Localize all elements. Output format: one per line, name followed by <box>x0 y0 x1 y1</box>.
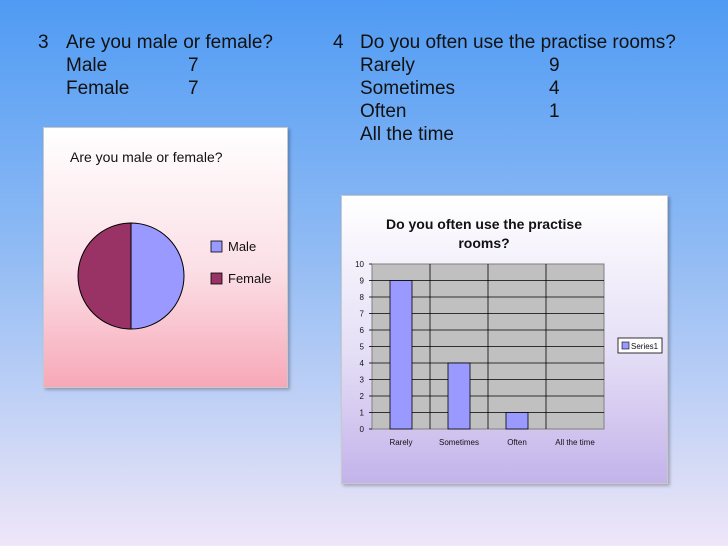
plot-area: 0 1 2 3 4 5 6 7 8 9 10 Rarely Sometimes Often All the … <box>355 260 605 447</box>
bar-rarely <box>389 280 413 430</box>
answer-row: Female 7 <box>38 77 318 100</box>
answer-label: Female <box>66 78 130 99</box>
chart-title: Are you male or female? <box>70 149 223 165</box>
question-3-header: 3 Are you male or female? <box>38 31 318 54</box>
legend-label: Series1 <box>631 342 659 351</box>
legend-label: Female <box>228 271 271 286</box>
y-tick-label: 1 <box>360 409 365 418</box>
bar-chart-panel: Do you often use the practise rooms? 0 1 2… <box>341 195 668 484</box>
answer-value: 4 <box>549 78 560 99</box>
question-text: Are you male or female? <box>66 32 273 53</box>
y-tick-label: 9 <box>360 277 365 286</box>
pie-slice-female <box>77 222 132 330</box>
answer-row: Male 7 <box>38 54 318 77</box>
answer-row: Sometimes 4 <box>333 77 713 100</box>
y-tick-label: 5 <box>360 343 365 352</box>
legend-swatch <box>210 240 223 253</box>
answer-row: Rarely 9 <box>333 54 713 77</box>
answer-label: Sometimes <box>360 78 456 99</box>
answer-label: Male <box>66 55 108 76</box>
y-tick-label: 6 <box>360 326 365 335</box>
chart-legend: Series1 <box>617 337 663 354</box>
question-4-header: 4 Do you often use the practise rooms? <box>333 31 713 54</box>
pie-chart-panel: Are you male or female? Male Female <box>43 127 288 388</box>
bar-sometimes <box>447 362 471 430</box>
pie-chart: Are you male or female? Male Female <box>70 149 271 330</box>
answer-label: All the time <box>360 124 454 145</box>
pie-slices <box>77 222 185 330</box>
answer-label: Often <box>360 101 407 122</box>
x-tick-label: Rarely <box>389 438 412 447</box>
chart-title-line-1: Do you often use the practise <box>386 216 582 232</box>
x-tick-label: Sometimes <box>439 438 479 447</box>
y-tick-label: 4 <box>360 359 365 368</box>
y-tick-label: 2 <box>360 392 365 401</box>
answer-label: Rarely <box>360 55 415 76</box>
bar-chart: Do you often use the practise rooms? 0 1 2… <box>355 216 663 447</box>
legend-swatch <box>210 272 223 285</box>
y-tick-label: 0 <box>360 425 365 434</box>
answer-value: 7 <box>188 55 199 76</box>
y-tick-label: 10 <box>355 260 364 269</box>
answer-value: 7 <box>188 78 199 99</box>
legend-label: Male <box>228 239 256 254</box>
chart-legend: Male Female <box>210 239 271 286</box>
x-tick-label: All the time <box>555 438 595 447</box>
answer-row: Often 1 <box>333 100 713 123</box>
legend-swatch <box>621 341 630 350</box>
question-number: 3 <box>38 32 49 53</box>
question-3: 3 Are you male or female? Male 7 Female … <box>38 31 318 100</box>
chart-title-line-2: rooms? <box>458 235 509 251</box>
x-tick-label: Often <box>507 438 527 447</box>
answer-value: 1 <box>549 101 560 122</box>
answer-row: All the time <box>333 123 713 146</box>
y-tick-label: 8 <box>360 293 365 302</box>
answer-value: 9 <box>549 55 560 76</box>
question-text: Do you often use the practise rooms? <box>360 32 676 53</box>
question-number: 4 <box>333 32 344 53</box>
question-4: 4 Do you often use the practise rooms? R… <box>333 31 713 146</box>
pie-slice-male <box>130 222 185 330</box>
y-tick-label: 3 <box>360 376 365 385</box>
y-tick-label: 7 <box>360 310 365 319</box>
bar-often <box>505 412 529 430</box>
